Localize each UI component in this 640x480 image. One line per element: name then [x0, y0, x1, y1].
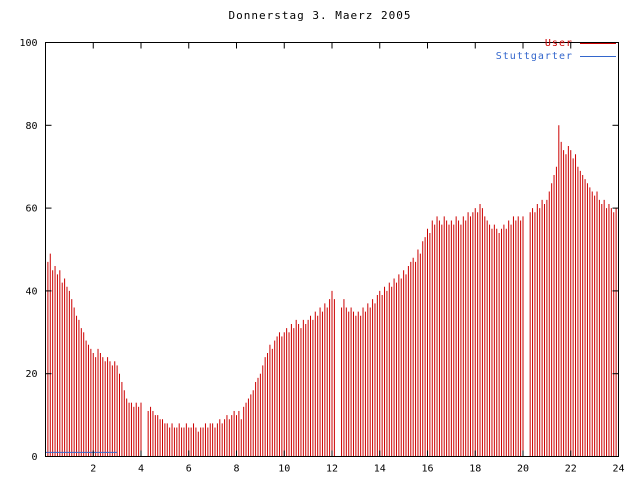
- svg-text:40: 40: [25, 286, 37, 297]
- svg-text:20: 20: [25, 369, 37, 380]
- svg-text:22: 22: [565, 464, 577, 475]
- svg-text:10: 10: [278, 464, 290, 475]
- svg-text:100: 100: [19, 38, 37, 49]
- svg-text:14: 14: [374, 464, 386, 475]
- svg-text:6: 6: [186, 464, 192, 475]
- svg-text:2: 2: [90, 464, 96, 475]
- svg-text:24: 24: [612, 464, 624, 475]
- svg-text:18: 18: [469, 464, 481, 475]
- legend-stuttgarter-label: Stuttgarter: [495, 51, 573, 62]
- legend-row-stuttgarter: Stuttgarter: [496, 51, 616, 62]
- svg-text:8: 8: [233, 464, 239, 475]
- svg-text:60: 60: [25, 204, 37, 215]
- legend-stuttgarter-line-sample: [580, 56, 616, 57]
- svg-text:16: 16: [421, 464, 433, 475]
- chart-title: Donnerstag 3. Maerz 2005: [228, 9, 412, 22]
- svg-text:20: 20: [517, 464, 529, 475]
- legend-user-line-sample: [580, 43, 616, 44]
- svg-text:80: 80: [25, 121, 37, 132]
- svg-text:4: 4: [138, 464, 144, 475]
- svg-text:0: 0: [31, 452, 37, 463]
- legend: User Stuttgarter: [496, 38, 616, 62]
- legend-user-label: User: [544, 38, 573, 49]
- svg-text:12: 12: [326, 464, 338, 475]
- legend-row-user: User: [545, 38, 616, 49]
